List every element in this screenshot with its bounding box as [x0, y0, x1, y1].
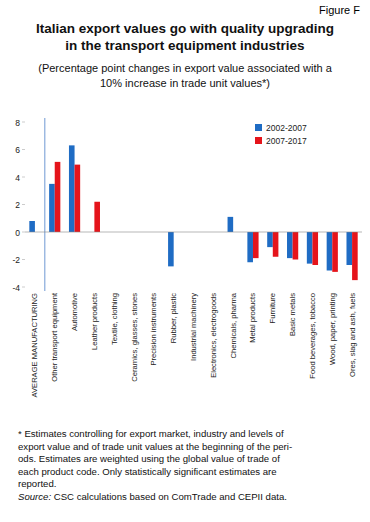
y-tick: [22, 177, 25, 178]
y-tick-label: 8: [15, 118, 20, 128]
footnote: ods. Estimates are weighted using the gl…: [18, 453, 280, 464]
x-tick-label: Electronics, electrogoods: [209, 293, 218, 378]
x-tick-label: Precision instruments: [149, 293, 158, 366]
bar: [287, 232, 293, 258]
title-line: Italian export values go with quality up…: [36, 21, 334, 36]
subtitle-line: 10% increase in trade unit values*): [100, 77, 270, 89]
bar: [55, 162, 61, 232]
figure-label: Figure F: [319, 4, 360, 16]
x-tick-label: Ceramics, glasses, stones: [130, 293, 139, 382]
x-tick-label: Basic metals: [288, 293, 297, 336]
x-tick-label: Wood, paper, printing: [328, 293, 337, 365]
zero-line: [25, 232, 362, 233]
bar: [253, 232, 259, 258]
source-text: CSC calculations based on ComTrade and C…: [51, 491, 287, 502]
footnote: each product code. Only statistically si…: [18, 466, 277, 477]
bar: [29, 221, 35, 232]
y-tick: [22, 287, 25, 288]
legend-swatch: [255, 124, 262, 131]
bar: [94, 202, 100, 232]
title-line: in the transport equipment industries: [65, 38, 304, 53]
bar: [327, 232, 333, 271]
legend-swatch: [255, 137, 262, 144]
bar: [168, 232, 174, 266]
y-tick: [22, 122, 25, 123]
bars: [29, 145, 357, 280]
legend-label: 2007-2017: [266, 136, 307, 146]
title: Italian export values go with quality up…: [36, 21, 334, 53]
y-tick-label: 4: [15, 173, 20, 183]
bar: [307, 232, 313, 264]
footnote: * Estimates controlling for export marke…: [18, 428, 284, 439]
source-label: Source:: [18, 491, 51, 502]
y-tick: [22, 232, 25, 233]
footnote: export value and of trade unit values at…: [18, 441, 292, 452]
x-tick-label: Ores, slag and ash, fuels: [348, 293, 357, 377]
y-tick: [22, 259, 25, 260]
x-tick-label: Furniture: [268, 293, 277, 323]
bar: [293, 232, 299, 260]
bar: [49, 184, 55, 232]
bar: [332, 232, 338, 272]
footnote: reported.: [18, 478, 56, 489]
x-tick-label: Leather products: [90, 293, 99, 350]
bar: [247, 232, 253, 262]
bar: [352, 232, 358, 280]
y-tick-label: 0: [15, 228, 20, 238]
subtitle: (Percentage point changes in export valu…: [38, 62, 332, 89]
y-tick-label: 6: [15, 145, 20, 155]
subtitle-line: (Percentage point changes in export valu…: [38, 62, 332, 74]
bar: [273, 232, 279, 257]
x-tick-label: Industrial machinery: [189, 293, 198, 361]
chart: Figure F Italian export values go with qu…: [0, 0, 370, 522]
x-tick-label: Textile, clothing: [110, 293, 119, 345]
bar: [69, 145, 75, 232]
legend-label: 2002-2007: [266, 123, 307, 133]
x-tick-label: Rubber, plastic: [169, 293, 178, 343]
x-tick-label: Other transport equipment: [50, 292, 59, 382]
y-tick-label: -4: [12, 283, 20, 293]
x-tick-label: AVERAGE MANUFACTURING: [30, 293, 39, 398]
x-tick-label: Chemicals, pharma: [229, 292, 238, 358]
bar: [228, 217, 234, 232]
y-tick: [22, 149, 25, 150]
bar: [312, 232, 318, 265]
source: Source: CSC calculations based on ComTra…: [18, 491, 287, 502]
y-tick: [22, 204, 25, 205]
x-tick-label: Automotive: [70, 293, 79, 331]
separator: [44, 118, 45, 291]
bar: [346, 232, 352, 265]
x-tick-label: Metal products: [248, 293, 257, 343]
x-tick-label: Food beverages, tobacco: [308, 293, 317, 379]
bar: [75, 165, 81, 232]
bar: [267, 232, 273, 247]
y-tick-label: 2: [15, 200, 20, 210]
y-tick-label: -2: [12, 255, 20, 265]
